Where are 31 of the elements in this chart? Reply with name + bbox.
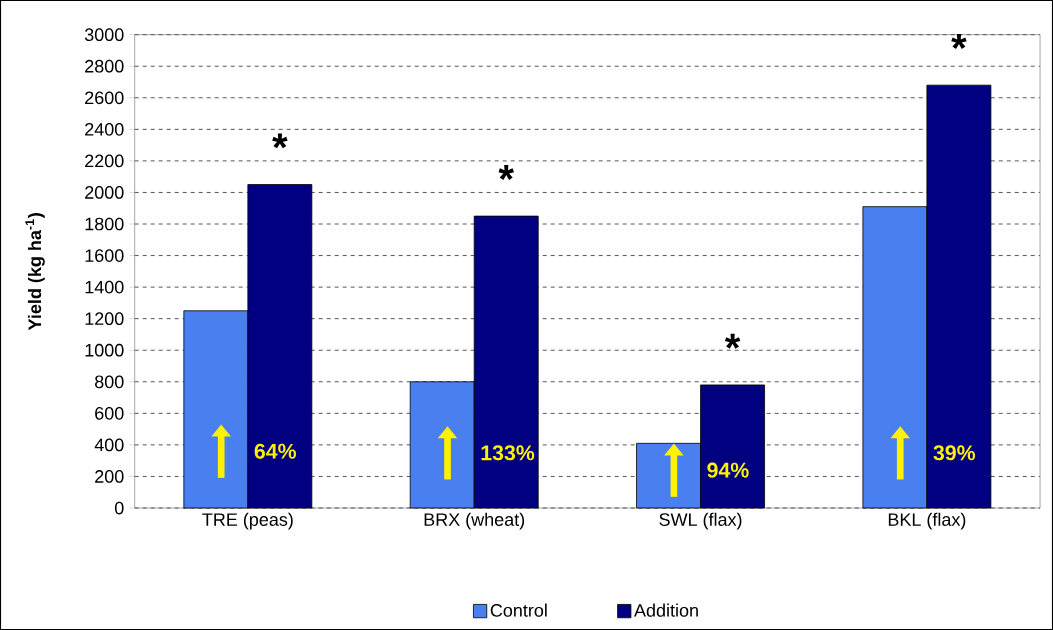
y-tick-label: 600	[95, 406, 124, 420]
y-tick-label: 1200	[85, 312, 124, 326]
y-tick-label: 2200	[85, 154, 124, 168]
annotation: *	[951, 34, 967, 49]
y-tick-label: 2600	[85, 91, 124, 105]
y-tick-label: 2000	[85, 186, 124, 199]
annotation: *	[724, 333, 741, 349]
annotation: 39%	[933, 445, 976, 461]
annotation: 133%	[481, 445, 535, 461]
y-tick-label: 1800	[85, 217, 124, 231]
y-tick-label: 1400	[85, 280, 124, 294]
annotation: 94%	[707, 462, 749, 478]
annotation: *	[272, 133, 288, 149]
y-tick-label: 1000	[85, 343, 124, 357]
y-tick-label: 200	[95, 470, 124, 483]
y-tick-label: 1600	[85, 249, 124, 262]
annotation: 64%	[254, 443, 297, 459]
x-tick-label: TRE (peas)	[202, 512, 293, 530]
annotation: *	[498, 165, 514, 180]
y-tick-label: 3000	[84, 28, 124, 42]
legend-label: Addition	[634, 603, 698, 617]
y-tick-label: 0	[114, 501, 124, 515]
x-tick-label: BKL (flax)	[888, 512, 966, 530]
y-tick-label: 800	[95, 375, 124, 389]
y-axis-title: Yield (kg ha$^{-1}$)	[25, 213, 45, 331]
y-tick-label: 2800	[85, 59, 124, 73]
x-tick-label: BRX (wheat)	[424, 512, 525, 530]
y-tick-label: 400	[94, 438, 124, 452]
y-tick-label: 2400	[85, 122, 124, 136]
legend-label: Control	[490, 603, 547, 617]
x-tick-label: SWL (flax)	[659, 512, 742, 530]
